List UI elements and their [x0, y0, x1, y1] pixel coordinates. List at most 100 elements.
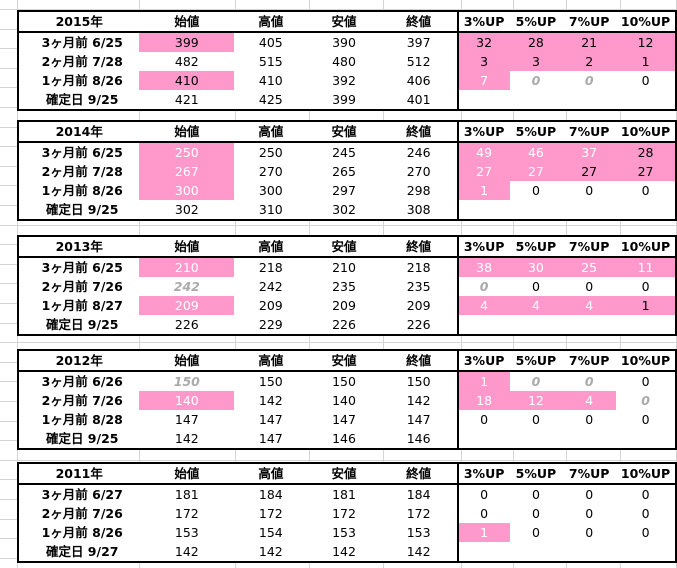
table-cell[interactable] — [456, 429, 510, 449]
table-cell[interactable]: 12 — [616, 32, 676, 52]
table-cell[interactable]: 11 — [616, 257, 676, 277]
table-cell[interactable]: 218 — [258, 260, 283, 275]
year-label[interactable]: 2013年 — [18, 236, 140, 258]
table-cell[interactable]: 0 — [531, 525, 540, 540]
table-cell[interactable] — [510, 429, 563, 449]
table-cell[interactable] — [456, 200, 510, 220]
table-cell[interactable]: 265 — [332, 164, 356, 179]
table-cell[interactable]: 25 — [562, 257, 617, 277]
table-cell[interactable]: 2 — [562, 52, 617, 71]
table-cell[interactable]: 184 — [406, 487, 431, 502]
table-cell[interactable]: 308 — [406, 202, 431, 217]
column-header[interactable]: 7%UP — [562, 463, 617, 485]
table-cell[interactable]: 142 — [174, 431, 199, 446]
row-label[interactable]: 1ヶ月前 8/26 — [41, 73, 123, 88]
table-cell[interactable]: 210 — [332, 260, 356, 275]
column-header[interactable]: 終値 — [380, 11, 458, 33]
column-header[interactable]: 7%UP — [562, 11, 617, 33]
table-cell[interactable]: 27 — [616, 162, 676, 181]
row-label[interactable]: 1ヶ月前 8/28 — [41, 412, 123, 427]
row-label[interactable]: 3ヶ月前 6/25 — [41, 35, 123, 50]
row-label[interactable]: 1ヶ月前 8/26 — [41, 525, 123, 540]
table-cell[interactable]: 0 — [641, 183, 650, 198]
table-cell[interactable]: 300 — [258, 183, 283, 198]
table-cell[interactable]: 153 — [332, 525, 356, 540]
table-cell[interactable]: 209 — [139, 296, 235, 315]
table-cell[interactable]: 0 — [584, 73, 594, 88]
row-label[interactable]: 3ヶ月前 6/25 — [41, 145, 123, 160]
row-label[interactable]: 2ヶ月前 7/26 — [41, 506, 123, 521]
row-label[interactable]: 3ヶ月前 6/26 — [41, 374, 123, 389]
column-header[interactable]: 始値 — [139, 350, 235, 372]
row-label[interactable]: 1ヶ月前 8/26 — [41, 183, 123, 198]
column-header[interactable]: 高値 — [234, 121, 308, 143]
column-header[interactable]: 始値 — [139, 121, 235, 143]
table-cell[interactable]: 0 — [531, 374, 541, 389]
column-header[interactable]: 10%UP — [616, 11, 676, 33]
table-cell[interactable]: 410 — [139, 71, 235, 90]
table-cell[interactable]: 140 — [332, 393, 356, 408]
table-cell[interactable]: 399 — [139, 32, 235, 52]
table-cell[interactable]: 0 — [584, 374, 594, 389]
table-cell[interactable]: 482 — [174, 54, 199, 69]
table-cell[interactable]: 142 — [332, 544, 356, 559]
table-cell[interactable]: 0 — [641, 412, 650, 427]
table-cell[interactable]: 310 — [258, 202, 283, 217]
table-cell[interactable]: 28 — [616, 142, 676, 162]
table-cell[interactable]: 390 — [332, 35, 356, 50]
table-cell[interactable]: 229 — [258, 317, 283, 332]
column-header[interactable]: 高値 — [234, 350, 308, 372]
table-cell[interactable]: 242 — [173, 279, 200, 294]
column-header[interactable]: 5%UP — [509, 121, 563, 143]
table-cell[interactable]: 1 — [616, 52, 676, 71]
table-cell[interactable]: 181 — [174, 487, 199, 502]
table-cell[interactable]: 0 — [585, 412, 594, 427]
table-cell[interactable] — [562, 200, 616, 220]
column-header[interactable]: 10%UP — [616, 236, 676, 258]
table-cell[interactable]: 302 — [174, 202, 199, 217]
table-cell[interactable]: 4 — [509, 296, 563, 315]
table-cell[interactable]: 0 — [531, 183, 540, 198]
table-cell[interactable] — [616, 200, 676, 220]
table-cell[interactable]: 235 — [332, 279, 356, 294]
table-cell[interactable]: 27 — [562, 162, 617, 181]
table-cell[interactable]: 226 — [174, 317, 199, 332]
row-label[interactable]: 確定日 9/25 — [45, 202, 119, 217]
row-label[interactable]: 3ヶ月前 6/27 — [41, 487, 123, 502]
table-cell[interactable]: 154 — [258, 525, 283, 540]
table-cell[interactable]: 250 — [258, 145, 283, 160]
table-cell[interactable]: 0 — [641, 73, 650, 88]
table-cell[interactable]: 245 — [332, 145, 356, 160]
year-label[interactable]: 2011年 — [18, 463, 140, 485]
table-cell[interactable]: 0 — [585, 525, 594, 540]
table-cell[interactable]: 147 — [258, 431, 283, 446]
table-cell[interactable]: 512 — [406, 54, 431, 69]
table-cell[interactable]: 21 — [562, 32, 617, 52]
table-cell[interactable]: 0 — [585, 506, 594, 521]
table-cell[interactable]: 18 — [456, 391, 510, 410]
table-cell[interactable]: 425 — [258, 92, 283, 107]
column-header[interactable]: 終値 — [380, 236, 458, 258]
row-label[interactable]: 1ヶ月前 8/27 — [41, 298, 123, 313]
table-cell[interactable]: 297 — [332, 183, 356, 198]
table-cell[interactable]: 147 — [406, 412, 431, 427]
column-header[interactable]: 安値 — [307, 236, 381, 258]
table-cell[interactable] — [510, 90, 563, 110]
table-cell[interactable]: 209 — [406, 298, 431, 313]
column-header[interactable]: 5%UP — [509, 350, 563, 372]
table-cell[interactable]: 267 — [139, 162, 235, 181]
table-cell[interactable]: 410 — [258, 73, 283, 88]
table-cell[interactable]: 226 — [406, 317, 431, 332]
table-cell[interactable]: 270 — [406, 164, 431, 179]
table-cell[interactable]: 0 — [585, 183, 594, 198]
table-cell[interactable]: 184 — [258, 487, 283, 502]
table-cell[interactable]: 209 — [332, 298, 356, 313]
table-cell[interactable]: 172 — [174, 506, 199, 521]
table-cell[interactable]: 298 — [406, 183, 431, 198]
table-cell[interactable]: 49 — [456, 142, 510, 162]
table-cell[interactable]: 153 — [406, 525, 431, 540]
row-label[interactable]: 確定日 9/25 — [45, 92, 119, 107]
table-cell[interactable]: 150 — [173, 374, 200, 389]
table-cell[interactable]: 38 — [456, 257, 510, 277]
column-header[interactable]: 10%UP — [616, 463, 676, 485]
